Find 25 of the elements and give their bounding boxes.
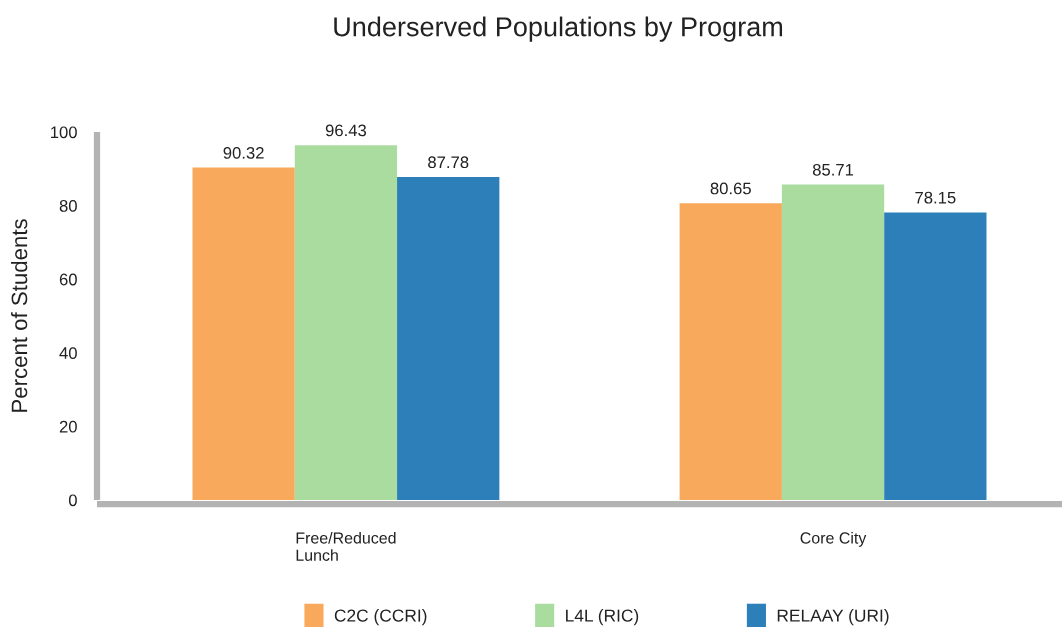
- bar: [192, 167, 295, 500]
- bar: [294, 145, 398, 500]
- legend-label: L4L (RIC): [566, 609, 639, 626]
- legend-label: C2C (CCRI): [334, 609, 427, 626]
- bar: [884, 212, 987, 500]
- x-tick-label: Free/Reduced Lunch: [296, 531, 396, 561]
- bar: [679, 203, 782, 500]
- data-label: 87.78: [428, 156, 469, 169]
- y-tick-label: 80: [59, 200, 77, 212]
- bar: [781, 184, 885, 500]
- data-label: 78.15: [915, 191, 956, 204]
- data-label: 85.71: [812, 163, 854, 176]
- data-label: 80.65: [710, 182, 751, 195]
- y-tick-label: 40: [59, 347, 77, 359]
- legend-label: RELAAY (URI): [777, 609, 889, 626]
- y-tick-label: 0: [68, 494, 77, 507]
- chart-title: Underserved Populations by Program: [334, 16, 783, 42]
- y-tick-label: 20: [59, 420, 77, 433]
- x-tick-label: Core City: [800, 531, 867, 547]
- y-tick-label: 60: [59, 273, 77, 286]
- data-label: 90.32: [223, 146, 264, 159]
- data-label: 96.43: [325, 124, 367, 137]
- y-tick-label: 100: [51, 126, 77, 139]
- y-axis-title: Percent of Students: [10, 219, 28, 412]
- bar: [397, 176, 500, 500]
